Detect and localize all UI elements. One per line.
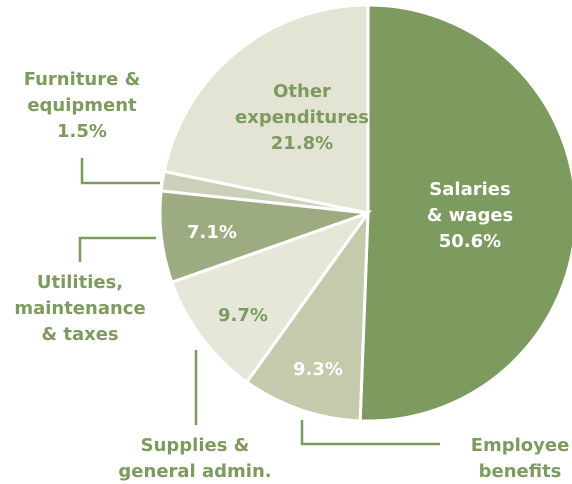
- category-label: & taxes: [41, 324, 118, 345]
- pie-slice: [358, 3, 572, 423]
- value-label: 9.3%: [293, 359, 343, 380]
- category-label: Supplies &: [141, 435, 250, 456]
- category-label: & wages: [427, 205, 514, 226]
- category-label: Furniture &: [24, 69, 141, 90]
- category-label: equipment: [27, 95, 137, 116]
- value-label: 1.5%: [57, 121, 107, 142]
- pie-slice: [244, 208, 370, 423]
- category-label: Other: [273, 81, 331, 102]
- value-label: 21.8%: [271, 133, 333, 154]
- pie-slice: [162, 3, 370, 215]
- value-label: 9.7%: [218, 305, 268, 326]
- leader-line: [300, 420, 440, 446]
- value-label: 7.1%: [187, 222, 237, 243]
- category-label: general admin.: [118, 461, 271, 482]
- leader-line: [80, 158, 160, 185]
- category-label: benefits: [479, 461, 562, 482]
- category-label: Utilities,: [37, 272, 123, 293]
- category-label: Employee: [471, 435, 570, 456]
- category-label: Salaries: [429, 179, 510, 200]
- pie-slice: [169, 209, 372, 385]
- leader-line: [78, 236, 156, 262]
- category-label: expenditures: [235, 107, 369, 128]
- category-label: maintenance: [14, 298, 145, 319]
- value-label: 50.6%: [439, 231, 501, 252]
